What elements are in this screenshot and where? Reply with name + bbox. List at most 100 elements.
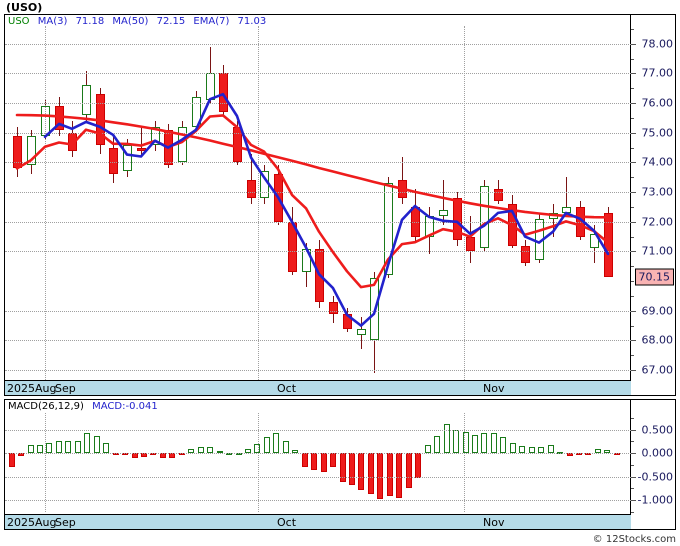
date-label: Sep [55,516,76,529]
macd-histogram-bar [510,442,516,454]
candle-body [247,180,256,199]
candle-body [398,180,407,199]
ema7-line [15,114,610,289]
price-axis-minor-tick [631,147,634,149]
price-plot-area[interactable] [5,26,631,382]
legend-ma50-label: MA(50) [112,16,149,27]
macd-histogram-bar [245,448,251,454]
price-axis-minor-tick [631,192,634,194]
macd-histogram-bar [28,444,34,454]
price-axis-minor-tick [631,251,634,253]
candle-wick [553,204,554,237]
candle-body [329,301,338,314]
candle-wick [443,180,444,225]
macd-gridline [5,453,631,455]
macd-histogram-bar [46,443,52,454]
price-axis-label: 71.00 [641,244,674,258]
macd-histogram-bar [548,444,554,454]
legend-ma50-value: 72.15 [156,16,186,27]
price-axis-label: 73.00 [641,185,674,199]
macd-y-axis: 0.500 0.000 -0.500 -1.000 [630,400,675,529]
price-date-axis: 2025Aug Sep Oct Nov [5,380,631,395]
price-y-axis: 78.00 77.00 76.00 75.00 74.00 73.00 72.00 71.00… [630,15,675,395]
price-chart-panel: USO MA(3) 71.18 MA(50) 72.15 EMA(7) 71.0… [4,14,676,396]
price-month-gridline [464,26,465,382]
candle-body [508,204,517,246]
last-price-tag: 70.15 [634,268,674,286]
price-axis-minor-tick [631,206,634,208]
macd-histogram-bar [330,453,336,468]
candle-body [562,206,571,213]
macd-axis-minor-tick [631,488,634,490]
macd-histogram-bar [340,453,346,483]
price-axis-minor-tick [631,281,634,283]
macd-histogram-bar [444,423,450,454]
price-axis-minor-tick [631,177,634,179]
candle-body [109,147,118,175]
macd-axis-minor-tick [631,476,634,478]
price-gridline [5,340,631,342]
price-legend: USO MA(3) 71.18 MA(50) 72.15 EMA(7) 71.0… [8,16,271,27]
candle-body [27,135,36,166]
macd-histogram-bar [292,449,298,454]
legend-ema7-value: 71.03 [237,16,267,27]
ma50-line [15,113,610,219]
legend-macd-value: MACD:-0.041 [92,401,158,412]
macd-histogram-bar [217,450,223,454]
candle-body [288,221,297,273]
price-gridline [5,310,631,312]
price-axis-minor-tick [631,325,634,327]
macd-histogram-bar [396,453,402,498]
price-axis-label: 72.00 [641,215,674,229]
candle-body [13,135,22,169]
price-axis-minor-tick [631,28,634,30]
price-axis-minor-tick [631,295,634,297]
price-axis-label: 69.00 [641,304,674,318]
candle-body [260,171,269,199]
macd-axis-label: 0.000 [641,446,674,460]
candle-body [137,147,146,151]
macd-axis-minor-tick [631,453,634,455]
price-gridline [5,43,631,45]
macd-histogram-bar [491,432,497,454]
macd-plot-area[interactable] [5,413,631,512]
macd-histogram-bar [37,445,43,454]
price-gridline [5,73,631,75]
macd-histogram-bar [94,435,100,454]
macd-histogram-bar [453,430,459,454]
macd-axis-minor-tick [631,441,634,443]
price-axis-minor-tick [631,236,634,238]
macd-axis-minor-tick [631,429,634,431]
price-axis-label: 76.00 [641,96,674,110]
candle-body [535,218,544,261]
legend-symbol: USO [8,16,30,27]
candle-body [370,278,379,341]
legend-ma3-label: MA(3) [37,16,68,27]
price-gridline [5,370,631,372]
macd-month-gridline [45,413,46,512]
macd-histogram-bar [302,453,308,468]
candle-body [343,313,352,329]
candle-body [357,328,366,335]
price-axis-label: 75.00 [641,126,674,140]
date-label: Oct [277,382,297,395]
macd-gridline [5,476,631,478]
macd-histogram-bar [283,440,289,454]
macd-histogram-bar [103,442,109,454]
page-title: (USO) [6,1,43,14]
price-axis-label: 68.00 [641,333,674,347]
macd-histogram-bar [529,447,535,454]
price-axis-minor-tick [631,103,634,105]
macd-histogram-bar [65,440,71,454]
price-axis-minor-tick [631,266,634,268]
price-axis-label: 67.00 [641,363,674,377]
price-axis-minor-tick [631,221,634,223]
macd-histogram-bar [538,446,544,454]
candle-body [68,132,77,151]
price-axis-minor-tick [631,310,634,312]
macd-histogram-bar [604,450,610,454]
price-gridline [5,221,631,223]
price-axis-minor-tick [631,58,634,60]
date-label: Oct [277,516,297,529]
